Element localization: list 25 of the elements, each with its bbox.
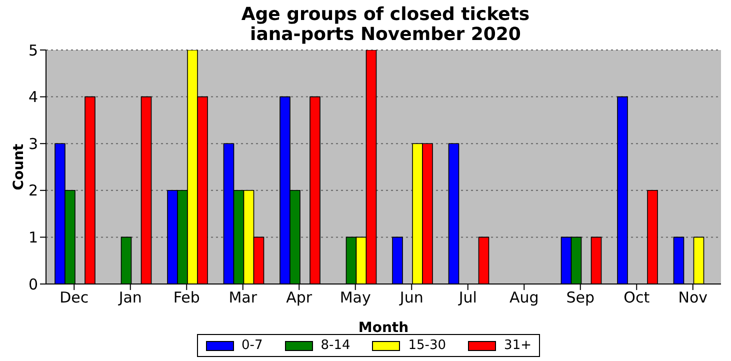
x-tick-label: Aug bbox=[509, 288, 539, 307]
y-tick-label: 4 bbox=[28, 88, 38, 106]
x-tick-label: Oct bbox=[624, 288, 650, 307]
x-axis-title: Month bbox=[358, 320, 409, 336]
legend-label: 0-7 bbox=[242, 338, 263, 353]
x-tick-label: Sep bbox=[566, 288, 595, 307]
x-tick-label: Mar bbox=[228, 288, 258, 307]
y-tick-label: 3 bbox=[28, 134, 38, 153]
x-tick-label: Feb bbox=[173, 288, 200, 307]
x-tick-label: Nov bbox=[678, 288, 708, 307]
x-tick-label: Jul bbox=[458, 288, 477, 307]
y-tick-label: 0 bbox=[28, 275, 38, 294]
x-tick-label: Apr bbox=[286, 288, 313, 307]
x-tick-label: May bbox=[340, 288, 371, 307]
chart-title: Age groups of closed tickets iana-ports November 2020 bbox=[240, 4, 531, 45]
x-tick-label: Jan bbox=[118, 288, 142, 307]
legend-label: 31+ bbox=[504, 338, 532, 353]
y-tick-label: 1 bbox=[28, 228, 38, 247]
y-axis-title: Count bbox=[10, 143, 27, 190]
legend-label: 15-30 bbox=[408, 338, 446, 353]
y-tick-label: 5 bbox=[28, 41, 38, 60]
y-tick-label: 2 bbox=[28, 182, 38, 200]
x-tick-label: Dec bbox=[60, 288, 89, 307]
legend-label: 8-14 bbox=[320, 338, 350, 353]
x-tick-label: Jun bbox=[398, 288, 424, 307]
